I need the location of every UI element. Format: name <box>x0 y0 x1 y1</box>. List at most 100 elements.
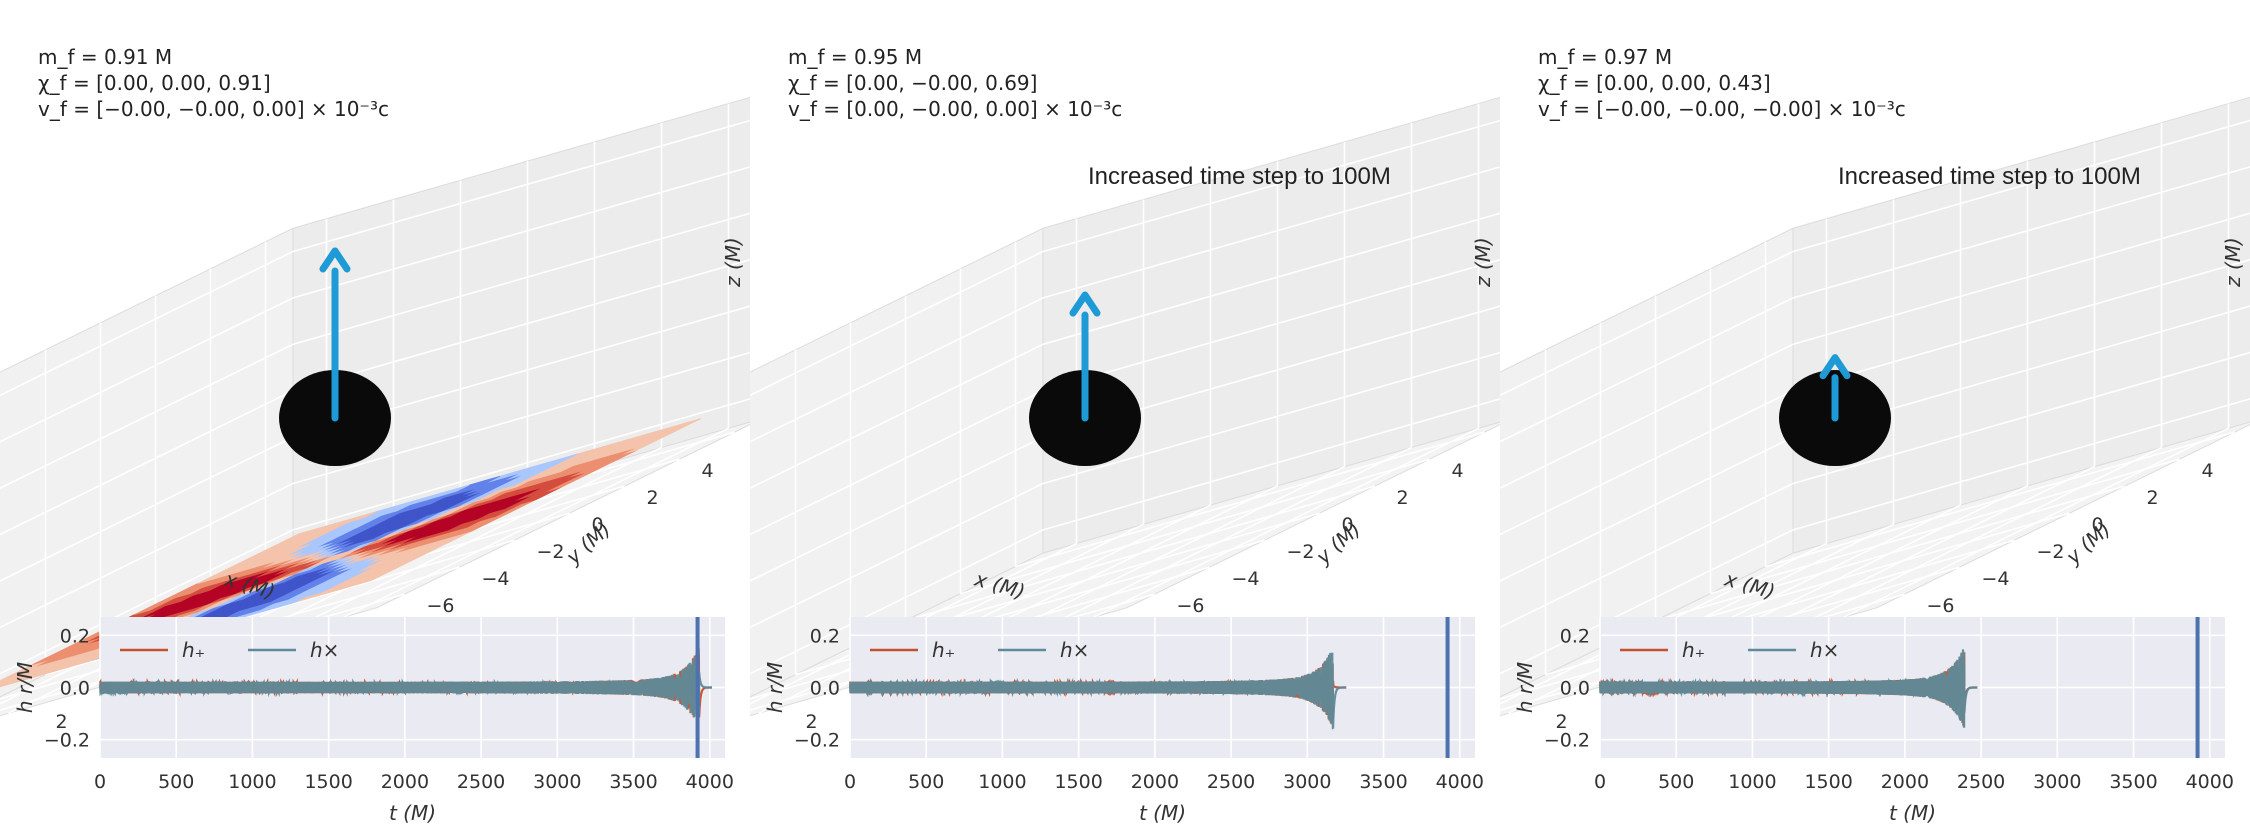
y-tick-label: 4 <box>702 460 714 482</box>
waveform-y-tick: 0.2 <box>60 625 90 647</box>
y-tick-label: −6 <box>1177 595 1205 617</box>
legend-label: h× <box>1060 638 1089 662</box>
waveform-y-tick: 0.2 <box>810 625 840 647</box>
waveform-x-tick: 3000 <box>533 771 581 793</box>
waveform-series-1 <box>848 652 1347 730</box>
waveform-x-tick: 4000 <box>1436 771 1484 793</box>
z-axis-label: z (M) <box>721 237 745 288</box>
waveform-axes: 0 500 1000 1500 2000 2500 3000 3500 4000 −0.2 0.0 0… <box>1513 617 2234 824</box>
grid-line <box>1042 119 1500 253</box>
waveform-x-label: t (M) <box>1889 801 1936 824</box>
y-tick-label: −2 <box>537 541 565 563</box>
waveform-y-label: h r/M <box>763 662 787 713</box>
legend-label: h₊ <box>1682 638 1705 662</box>
y-tick-label: −4 <box>1982 568 2010 590</box>
spin-label: χ_f = [0.00, 0.00, 0.43] <box>1538 71 1771 95</box>
grid-line <box>292 212 750 346</box>
waveform-x-tick: 1500 <box>1804 771 1852 793</box>
waveform-legend: h₊ h× <box>120 638 339 662</box>
waveform-y-label: h r/M <box>13 662 37 713</box>
y-tick-label: 2 <box>2147 487 2159 509</box>
velocity-label: v_f = [−0.00, −0.00, 0.00] × 10⁻³c <box>38 97 389 121</box>
grid-line <box>750 343 1044 490</box>
waveform-legend: h₊ h× <box>1620 638 1839 662</box>
grid-line <box>750 250 1044 397</box>
x-tick-label: 2 <box>805 711 817 733</box>
grid-line <box>1500 250 1794 397</box>
grid-line <box>292 166 750 299</box>
contour-map <box>0 418 702 688</box>
waveform-axes: 0 500 1000 1500 2000 2500 3000 3500 4000 −0.2 0.0 0… <box>763 617 1484 824</box>
legend-label: h₊ <box>932 638 955 662</box>
y-tick-label: −4 <box>482 568 510 590</box>
grid-line <box>292 258 750 392</box>
waveform-x-tick: 2000 <box>381 771 429 793</box>
grid-line <box>292 119 750 253</box>
notice-text: Increased time step to 100M <box>1838 163 2141 190</box>
panel-2: −6−4−20246−6−4−20246−6−4−20246x (M)y (M)… <box>1500 0 2250 824</box>
y-tick-label: −4 <box>1232 568 1260 590</box>
waveform-x-tick: 500 <box>908 771 944 793</box>
y-tick-label: −2 <box>1287 541 1315 563</box>
waveform-y-label: h r/M <box>1513 662 1537 713</box>
velocity-label: v_f = [0.00, −0.00, 0.00] × 10⁻³c <box>788 97 1123 121</box>
x-tick-label: 4 <box>750 730 751 752</box>
grid-line <box>1042 212 1500 346</box>
grid-line <box>0 343 294 490</box>
waveform-x-tick: 3000 <box>2033 771 2081 793</box>
mass-label: m_f = 0.91 M <box>38 45 173 69</box>
waveform-x-tick: 3500 <box>1359 771 1407 793</box>
waveform-x-tick: 1000 <box>1728 771 1776 793</box>
waveform-x-tick: 500 <box>1658 771 1694 793</box>
waveform-x-tick: 0 <box>94 771 106 793</box>
grid-line <box>1042 166 1500 299</box>
spin-arrow-head <box>1819 354 1851 380</box>
waveform-y-tick: 0.0 <box>810 678 840 700</box>
waveform-y-tick: −0.2 <box>794 730 840 752</box>
grid-line <box>1792 258 2250 392</box>
grid-line <box>1042 258 1500 392</box>
grid-line <box>0 250 294 397</box>
waveform-y-tick: −0.2 <box>44 730 90 752</box>
waveform-x-tick: 2500 <box>1207 771 1255 793</box>
z-axis-label: z (M) <box>1471 237 1495 288</box>
waveform-x-tick: 1500 <box>304 771 352 793</box>
spin-arrow-head <box>1069 291 1101 317</box>
grid-line <box>1500 343 1794 490</box>
grid-line <box>750 297 1044 443</box>
y-tick-label: 2 <box>647 487 659 509</box>
waveform-y-tick: 0.0 <box>1560 678 1590 700</box>
waveform-x-label: t (M) <box>1139 801 1186 824</box>
grid-line <box>750 389 1044 536</box>
y-tick-label: 0 <box>2092 514 2104 536</box>
panel-svg: −6−4−20246−6−4−20246−6−4−20246x (M)y (M)… <box>750 96 1500 824</box>
grid-line <box>1710 458 2180 595</box>
velocity-label: v_f = [−0.00, −0.00, −0.00] × 10⁻³c <box>1538 97 1906 121</box>
waveform-x-tick: 1000 <box>228 771 276 793</box>
spin-arrow-head <box>319 247 351 273</box>
waveform-y-tick: 0.0 <box>60 678 90 700</box>
y-axis-label: y (M) <box>2061 517 2116 570</box>
waveform-series-1 <box>1598 649 1978 728</box>
x-tick-label: 4 <box>1500 730 1501 752</box>
legend-label: h× <box>310 638 339 662</box>
x-tick-label: 4 <box>0 730 1 752</box>
y-tick-label: 0 <box>1342 514 1354 536</box>
y-tick-label: 2 <box>1397 487 1409 509</box>
grid-line <box>1792 212 2250 346</box>
waveform-x-tick: 3500 <box>609 771 657 793</box>
x-tick-label: 2 <box>55 711 67 733</box>
panel-0: −6−4−20246−6−4−20246−6−4−20246x (M)y (M)… <box>0 0 750 824</box>
waveform-x-tick: 0 <box>844 771 856 793</box>
contour-cell <box>0 678 10 685</box>
waveform-x-label: t (M) <box>389 801 436 824</box>
x-tick-label: 2 <box>1555 711 1567 733</box>
waveform-series-1 <box>98 651 712 727</box>
y-tick-label: 0 <box>592 514 604 536</box>
y-tick-label: −6 <box>1927 595 1955 617</box>
grid-line <box>905 485 1375 622</box>
waveform-x-tick: 3500 <box>2109 771 2157 793</box>
legend-label: h₊ <box>182 638 205 662</box>
waveform-x-tick: 0 <box>1594 771 1606 793</box>
waveform-axes: 0 500 1000 1500 2000 2500 3000 3500 4000 −0.2 0.0 0… <box>13 617 734 824</box>
